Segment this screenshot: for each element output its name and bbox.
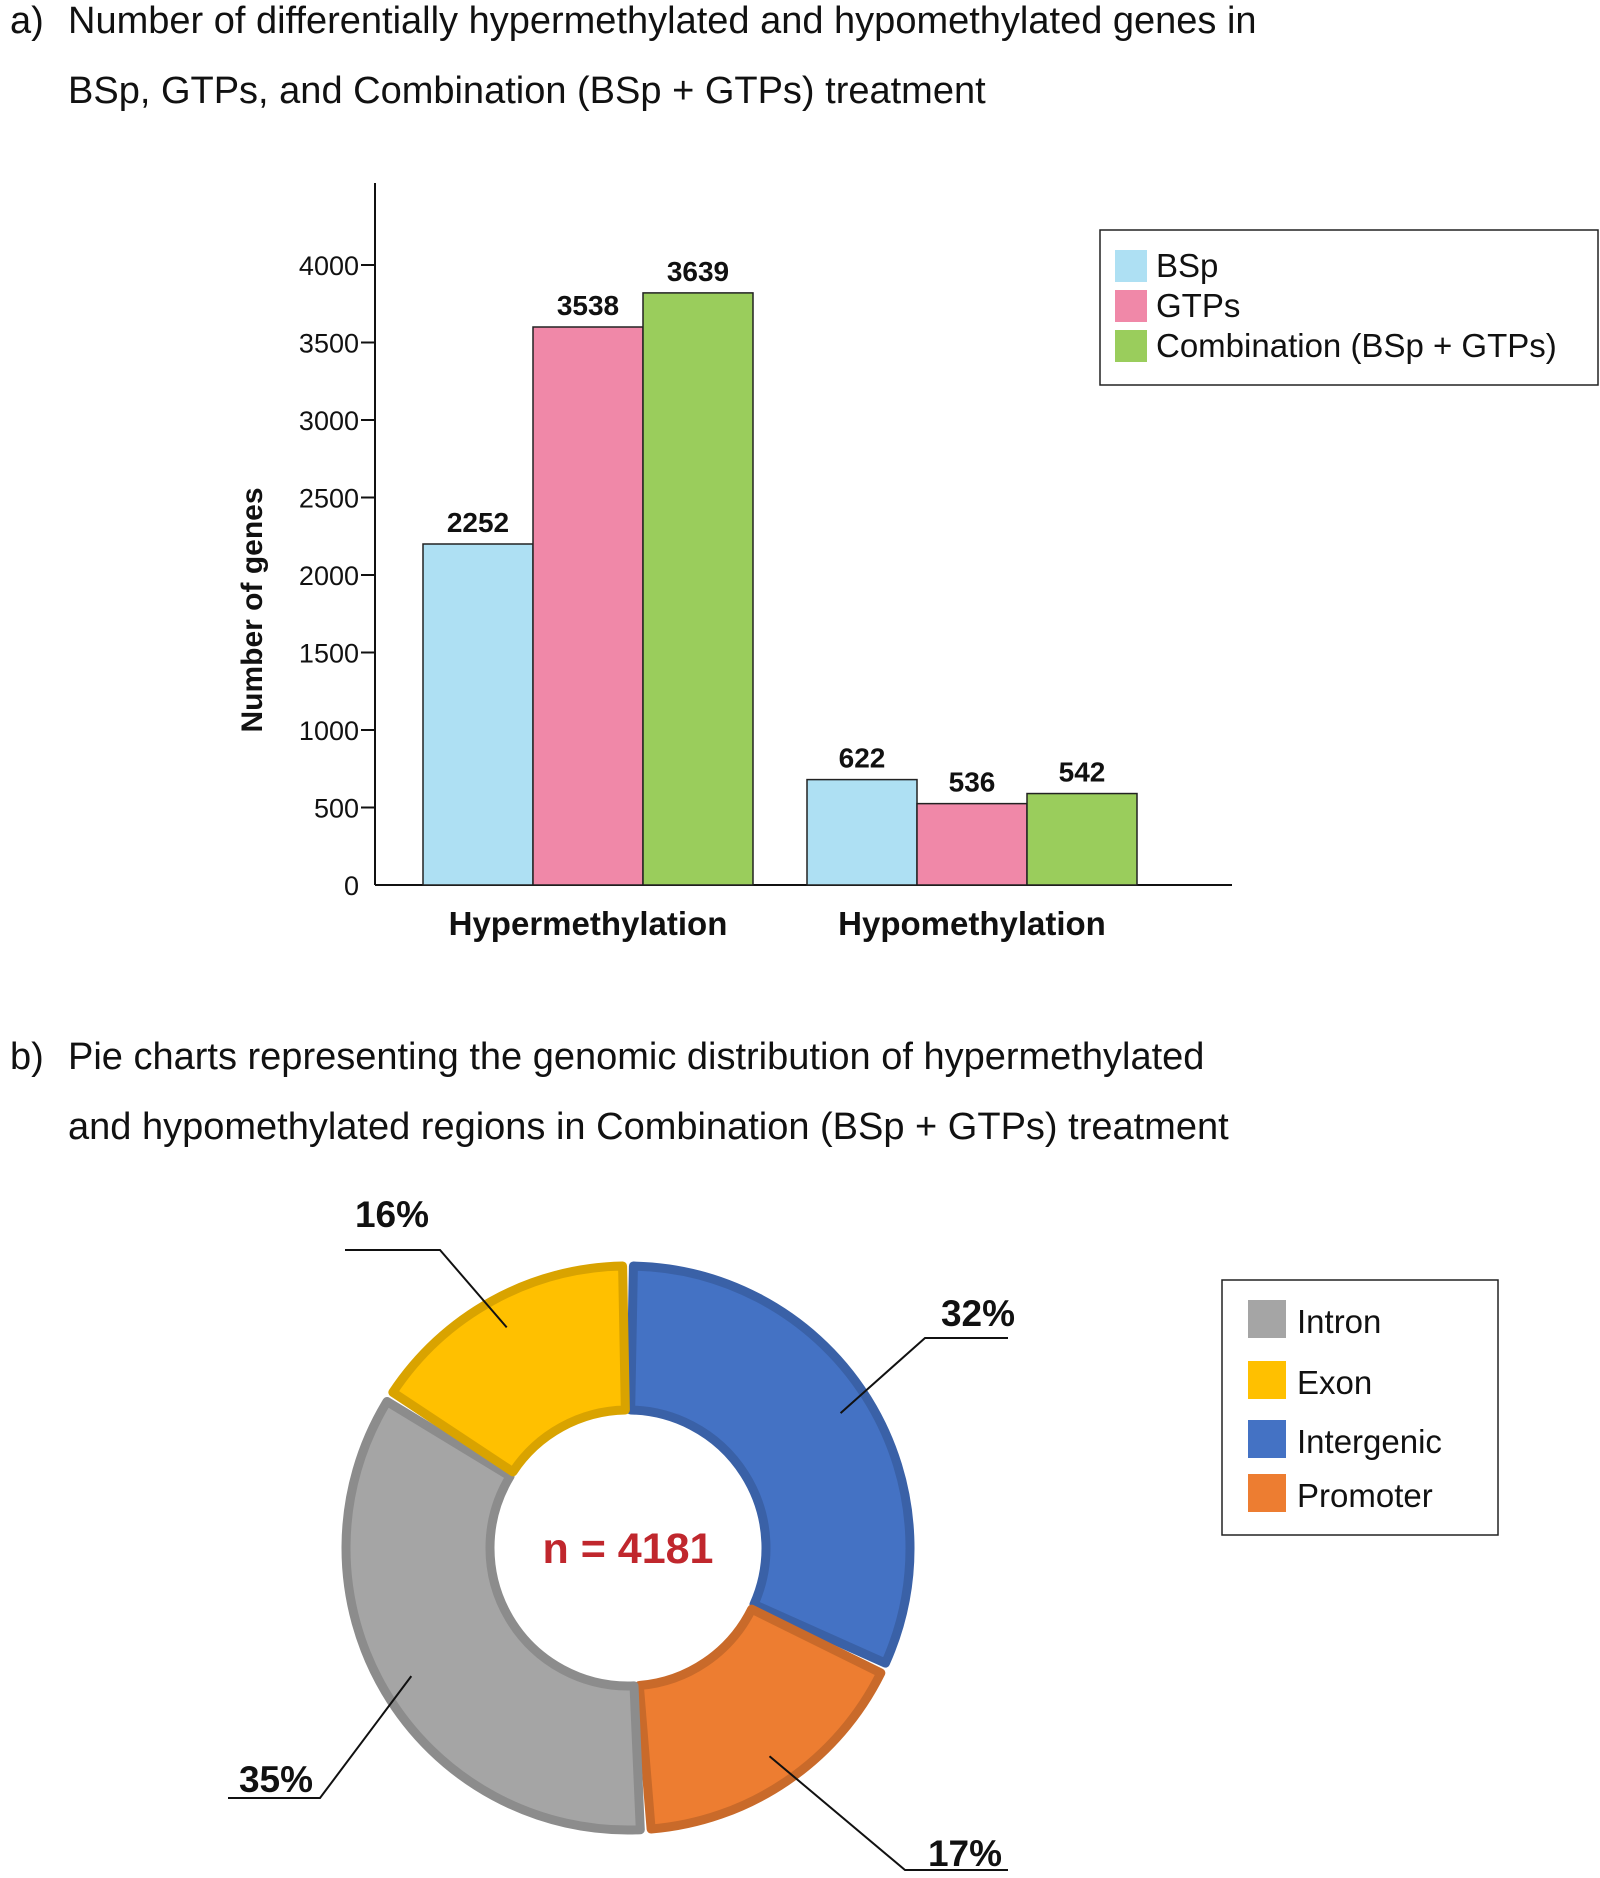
donut-center-label: n = 4181 <box>543 1525 714 1573</box>
donut-legend-swatch <box>1248 1361 1286 1399</box>
donut-legend-swatch <box>1248 1474 1286 1512</box>
y-tick-label: 500 <box>314 794 359 824</box>
donut-legend-label: Promoter <box>1297 1477 1433 1514</box>
bar-legend-swatch <box>1115 290 1147 322</box>
donut-legend-label: Intron <box>1297 1303 1381 1340</box>
y-tick-label: 2000 <box>299 561 359 591</box>
panel-a-title-line1: Number of differentially hypermethylated… <box>68 0 1257 42</box>
leader-line-exon <box>345 1249 508 1329</box>
bar-marks: 2252 3538 3639 Hypermethylation 622 536 542 Hyp… <box>422 256 1138 942</box>
donut-legend-swatch <box>1248 1300 1286 1338</box>
bar-hypomethylation-bsp <box>806 778 918 886</box>
panel-b-title-line1: Pie charts representing the genomic dist… <box>68 1036 1205 1078</box>
bar-value-label: 542 <box>1059 757 1106 788</box>
donut-legend-box <box>1221 1279 1499 1536</box>
bar-value-label: 3639 <box>667 256 729 287</box>
bar-hypomethylation-gtps <box>916 802 1028 886</box>
bar-hypermethylation-gtps <box>532 326 644 886</box>
bar-value-label: 3538 <box>557 290 619 321</box>
slice-intron <box>341 1397 645 1835</box>
bar-value-label: 536 <box>949 767 996 798</box>
bar-hypomethylation-combination <box>1026 792 1138 886</box>
y-tick-label: 3000 <box>299 406 359 436</box>
panel-b-title-line2: and hypomethylated regions in Combinatio… <box>68 1106 1229 1148</box>
bar-chart: 0 500 1000 1500 2000 2500 3000 3500 4000 2252 353… <box>236 183 1599 942</box>
slice-percent-exon: 16% <box>355 1194 429 1235</box>
donut-legend-label: Exon <box>1297 1364 1372 1401</box>
slice-percent-intron: 35% <box>239 1759 313 1800</box>
donut-slices <box>341 1261 915 1835</box>
x-category-label: Hypermethylation <box>449 905 728 942</box>
leader-line-promoter <box>768 1755 1008 1871</box>
y-tick-label: 4000 <box>299 251 359 281</box>
panel-a-title: a) Number of differentially hypermethylat… <box>10 0 1257 126</box>
y-tick-label: 1000 <box>299 716 359 746</box>
bar-legend-label: GTPs <box>1156 287 1240 324</box>
y-tick-label: 3500 <box>299 329 359 359</box>
slice-intergenic <box>626 1261 915 1668</box>
donut-legend: Intron Exon Intergenic Promoter <box>1221 1279 1499 1536</box>
y-axis-label: Number of genes <box>236 487 269 732</box>
slice-exon <box>388 1261 630 1477</box>
bar-hypermethylation-combination <box>642 292 754 886</box>
bar-legend-label: Combination (BSp + GTPs) <box>1156 327 1557 364</box>
donut-labels: 32% 17% 35% 16% <box>228 1194 1015 1874</box>
bar-legend-swatch <box>1115 250 1147 282</box>
panel-a-title-line2: BSp, GTPs, and Combination (BSp + GTPs) … <box>68 70 986 112</box>
panel-a-label: a) <box>10 0 44 42</box>
slice-promoter <box>634 1604 886 1834</box>
slice-percent-promoter: 17% <box>928 1833 1002 1874</box>
bar-legend-box <box>1099 229 1599 386</box>
donut-legend-label: Intergenic <box>1297 1423 1442 1460</box>
x-category-label: Hypomethylation <box>838 905 1106 942</box>
slice-percent-intergenic: 32% <box>941 1293 1015 1334</box>
bar-legend-label: BSp <box>1156 247 1218 284</box>
leader-line-intron <box>228 1675 413 1799</box>
y-tick-label: 1500 <box>299 639 359 669</box>
bar-value-label: 622 <box>839 743 886 774</box>
bar-legend-swatch <box>1115 330 1147 362</box>
bar-hypermethylation-bsp <box>422 543 534 886</box>
leader-line-intergenic <box>839 1337 1008 1414</box>
panel-b-label: b) <box>10 1036 44 1078</box>
y-tick-label: 2500 <box>299 484 359 514</box>
panel-b-title: b) Pie charts representing the genomic di… <box>10 1022 1229 1162</box>
bar-value-label: 2252 <box>447 507 509 538</box>
y-tick-label: 0 <box>344 871 359 901</box>
donut-legend-swatch <box>1248 1420 1286 1458</box>
